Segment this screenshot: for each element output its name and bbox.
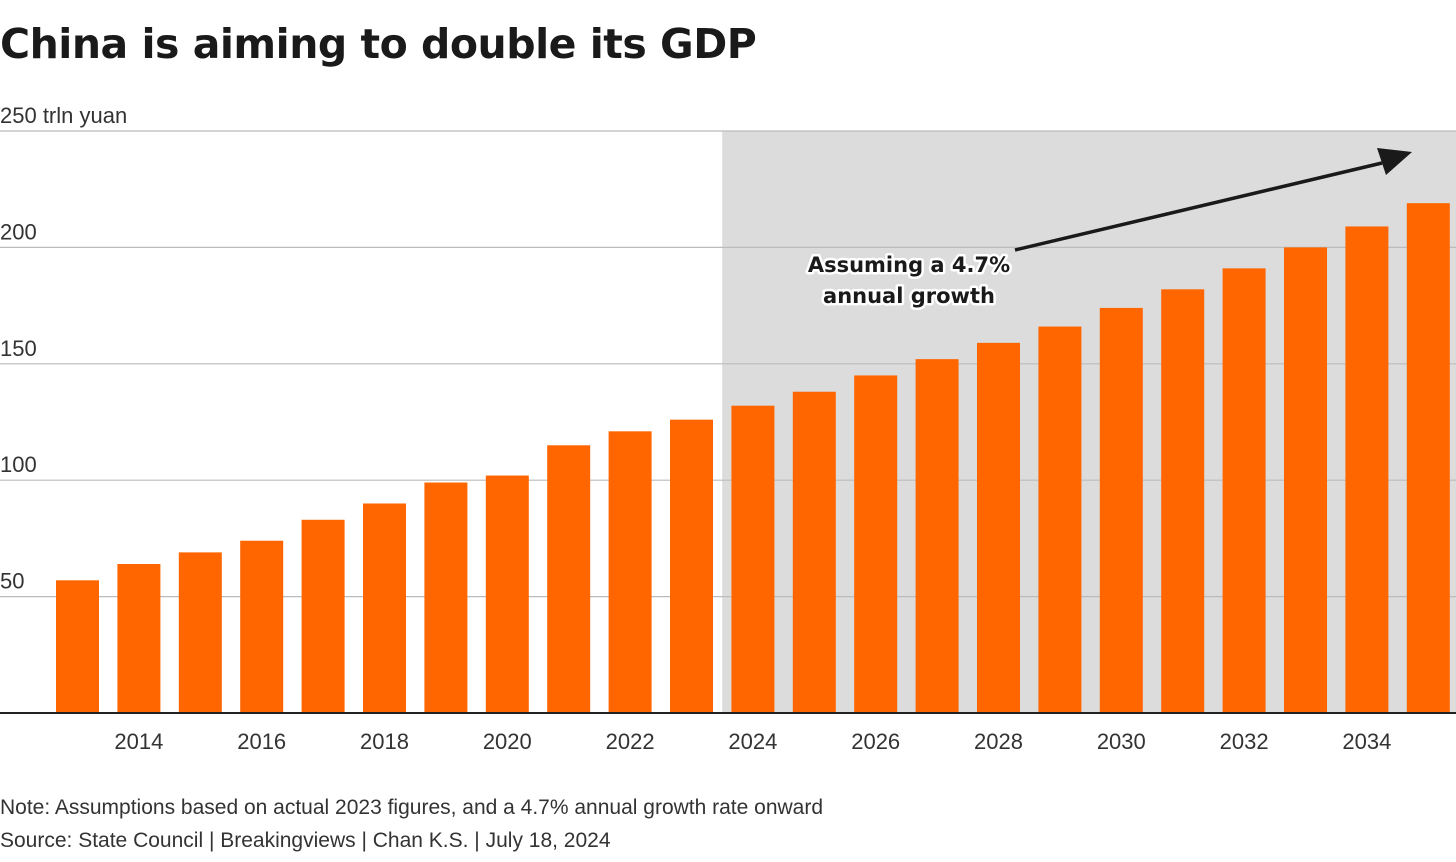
bar-2025	[792, 391, 836, 713]
projection-shaded-area	[722, 131, 1456, 713]
y-tick-label: 200	[0, 219, 37, 244]
x-tick-label: 2026	[851, 729, 900, 754]
chart-note: Note: Assumptions based on actual 2023 f…	[0, 796, 824, 819]
x-tick-label: 2016	[237, 729, 286, 754]
bar-2032	[1222, 268, 1266, 713]
chart-title: China is aiming to double its GDP	[0, 20, 757, 68]
growth-arrow-head	[1377, 148, 1412, 175]
bar-2013	[56, 580, 99, 713]
bar-2024	[731, 405, 775, 713]
y-tick-label: 100	[0, 452, 37, 477]
bar-2019	[424, 482, 468, 713]
y-tick-label: 250 trln yuan	[0, 103, 127, 128]
x-tick-label: 2030	[1097, 729, 1146, 754]
x-tick-label: 2014	[114, 729, 163, 754]
growth-annotation: Assuming a 4.7% annual growth	[805, 148, 1412, 311]
bar-2023	[670, 419, 713, 713]
bar-2016	[240, 540, 284, 713]
y-axis-labels: 250 trln yuan 200 150 100 50	[0, 103, 127, 594]
chart-source: Source: State Council | Breakingviews | …	[0, 829, 611, 852]
bars	[56, 203, 1450, 713]
y-tick-label: 50	[0, 569, 24, 594]
bar-2017	[301, 519, 345, 713]
x-tick-label: 2020	[483, 729, 532, 754]
bar-2015	[178, 552, 222, 713]
x-axis-labels: 2014 2016 2018 2020 2022 2024 2026 2028 2030 2032…	[114, 729, 1391, 754]
bar-2033	[1284, 247, 1327, 713]
x-tick-label: 2034	[1342, 729, 1391, 754]
x-tick-label: 2028	[974, 729, 1023, 754]
bar-2026	[854, 375, 898, 713]
y-tick-label: 150	[0, 336, 37, 361]
bar-2021	[547, 445, 591, 713]
bar-2022	[608, 431, 652, 713]
annotation-line-1: Assuming a 4.7%	[808, 253, 1010, 277]
bar-2018	[363, 503, 406, 713]
bar-2030	[1099, 307, 1143, 713]
bar-2014	[117, 564, 161, 713]
bar-2031	[1161, 289, 1205, 713]
growth-arrow	[1014, 161, 1383, 252]
x-tick-label: 2024	[728, 729, 777, 754]
bar-2029	[1038, 326, 1082, 713]
x-tick-label: 2032	[1220, 729, 1269, 754]
x-tick-label: 2018	[360, 729, 409, 754]
x-tick-label: 2022	[606, 729, 655, 754]
bar-2034	[1345, 226, 1389, 713]
bar-2035	[1406, 203, 1450, 713]
bar-2020	[485, 475, 529, 713]
bar-2027	[915, 359, 959, 713]
bar-2028	[977, 342, 1020, 713]
annotation-line-2: annual growth	[823, 284, 995, 308]
